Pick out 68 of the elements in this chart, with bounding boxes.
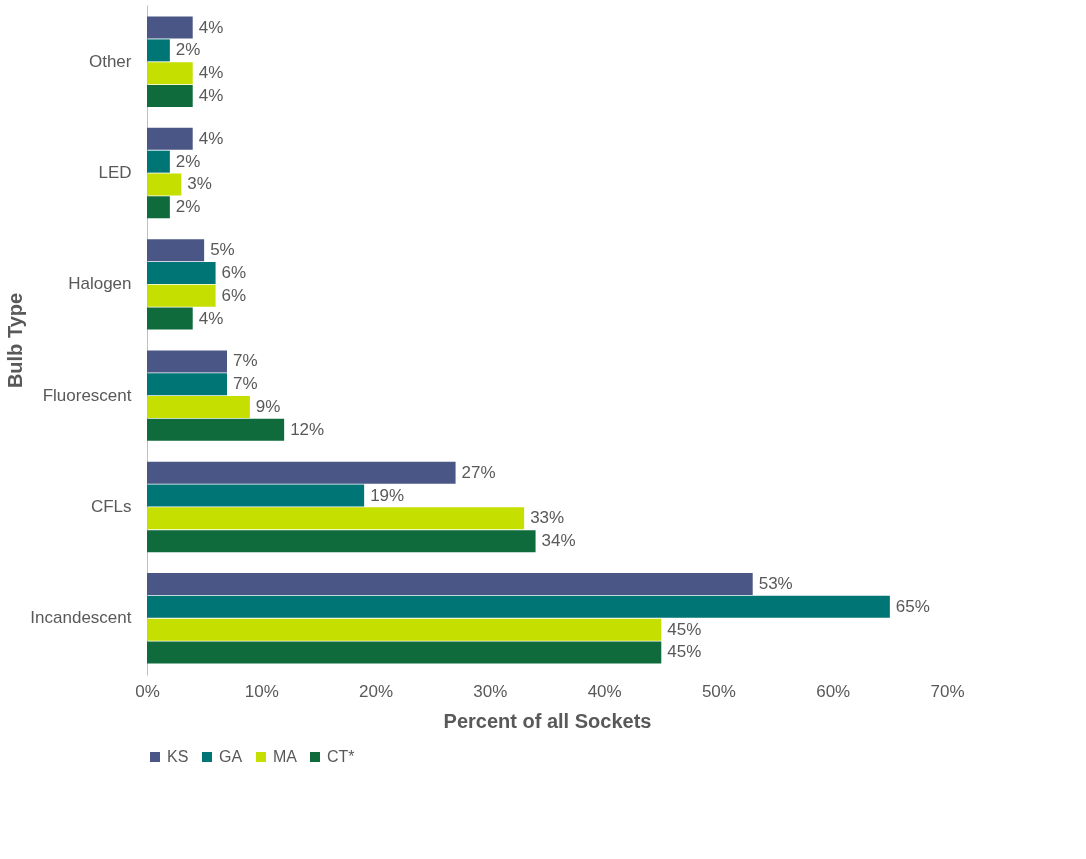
data-label: 6% — [221, 262, 247, 282]
x-tick-label: 10% — [244, 681, 279, 701]
y-tick-label: Incandescent — [30, 608, 132, 628]
y-tick-label: Fluorescent — [42, 385, 132, 405]
bar — [147, 284, 216, 307]
bar — [147, 39, 170, 62]
bar — [147, 62, 193, 85]
data-label: 33% — [530, 508, 565, 528]
y-tick-label: Other — [88, 51, 132, 71]
x-tick-label: 20% — [359, 681, 394, 701]
x-tick-label: 0% — [135, 681, 160, 701]
data-label: 3% — [187, 174, 212, 194]
data-label: 2% — [175, 197, 201, 217]
y-tick-label: Halogen — [68, 274, 132, 294]
bar — [147, 150, 170, 173]
data-label: 9% — [255, 397, 281, 417]
bar — [147, 16, 193, 39]
legend-label: KS — [167, 748, 189, 765]
data-label: 34% — [541, 531, 576, 551]
data-label: 45% — [667, 619, 702, 639]
data-label: 27% — [461, 462, 496, 482]
data-label: 7% — [233, 374, 258, 394]
data-label: 4% — [198, 17, 224, 37]
data-label: 4% — [198, 128, 224, 148]
bar — [147, 618, 662, 641]
legend-label: GA — [219, 748, 243, 765]
bar — [147, 307, 193, 330]
bar — [147, 127, 193, 150]
data-label: 53% — [758, 574, 793, 594]
legend-label: CT* — [327, 748, 355, 765]
data-label: 2% — [175, 151, 201, 171]
bar — [147, 84, 193, 107]
bar — [147, 373, 227, 396]
data-label: 4% — [198, 63, 224, 83]
data-label: 65% — [895, 596, 930, 616]
data-label: 12% — [290, 419, 325, 439]
data-label: 2% — [175, 40, 201, 60]
y-tick-label: LED — [98, 163, 132, 183]
data-label: 4% — [198, 85, 224, 105]
bar — [147, 350, 227, 373]
legend-label: MA — [273, 748, 298, 765]
bar — [147, 530, 536, 553]
bar — [147, 196, 170, 219]
x-axis-title: Percent of all Sockets — [443, 709, 652, 732]
data-label: 45% — [667, 642, 702, 662]
data-label: 19% — [370, 485, 405, 505]
data-label: 6% — [221, 285, 247, 305]
y-axis-title: Bulb Type — [4, 292, 27, 389]
bar — [147, 507, 525, 530]
data-label: 7% — [233, 351, 258, 371]
bar — [147, 461, 456, 484]
data-label: 5% — [210, 240, 235, 260]
y-tick-label: CFLs — [90, 496, 132, 516]
bar — [147, 261, 216, 284]
bar — [147, 484, 365, 507]
bar — [147, 641, 662, 664]
bar — [147, 396, 250, 419]
bar — [147, 595, 890, 618]
x-tick-label: 30% — [473, 681, 508, 701]
x-tick-label: 40% — [587, 681, 622, 701]
x-tick-label: 60% — [816, 681, 851, 701]
data-label: 4% — [198, 308, 224, 328]
bar — [147, 418, 285, 441]
x-tick-label: 50% — [701, 681, 736, 701]
x-tick-label: 70% — [930, 681, 965, 701]
bar — [147, 173, 182, 196]
bar — [147, 239, 205, 262]
bar — [147, 573, 753, 596]
